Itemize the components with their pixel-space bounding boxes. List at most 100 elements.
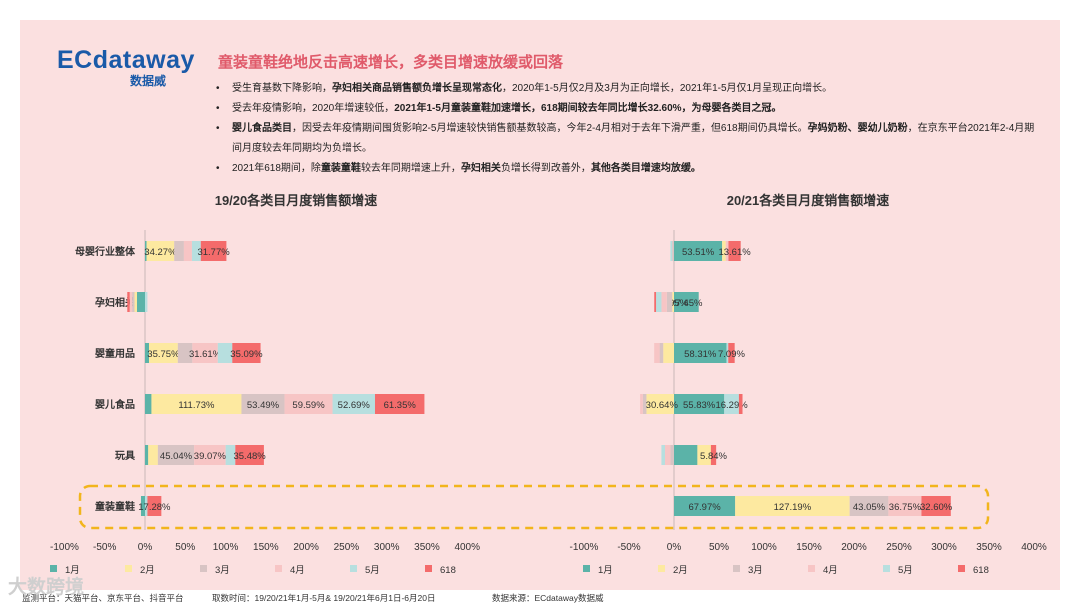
bar-segment: [200, 241, 227, 261]
bar-segment: [151, 394, 242, 414]
legend-label: 1月: [65, 565, 80, 576]
legend-label: 3月: [748, 565, 763, 576]
footer-source: 数据来源：ECdataway数据威: [492, 593, 604, 603]
legend-label: 1月: [598, 565, 613, 576]
logo-subtext: 数据威: [130, 74, 167, 88]
bullet-item: 受去年疫情影响，2020年增速较低，2021年1-5月童装童鞋加速增长，618期…: [214, 99, 1044, 119]
category-label: 童装童鞋: [95, 500, 135, 513]
legend-swatch: [125, 565, 132, 572]
bullet-text: 受生育基数下降影响，: [232, 83, 332, 94]
data-label: 36.75%: [889, 502, 922, 513]
bar-segment: [140, 496, 145, 516]
bar-segment: [129, 292, 133, 312]
category-label: 孕妇相关: [95, 296, 135, 309]
bar-segment: [663, 343, 674, 363]
x-tick-label: 100%: [213, 542, 239, 553]
footer-platform: 监测平台：天猫平台、京东平台、抖音平台: [22, 593, 184, 603]
x-tick-label: 0%: [138, 542, 153, 553]
bullet-text: 2021年1-5月童装童鞋加速增长，618期间较去年同比增长32.60%，为母婴…: [394, 103, 782, 114]
bar-segment: [726, 343, 729, 363]
category-label: 玩具: [115, 450, 135, 462]
bar-segment: [145, 394, 152, 414]
bullet-item: 婴儿食品类目，因受去年疫情期间囤货影响2-5月增速较快销售额基数较高，今年2-4…: [214, 119, 1044, 159]
bar-segment: [674, 343, 727, 363]
legend-label: 3月: [215, 565, 230, 576]
bar-segment: [235, 445, 264, 465]
bar-segment: [665, 445, 671, 465]
bar-segment: [670, 445, 674, 465]
bar-segment: [921, 496, 951, 516]
bar-segment: [735, 496, 850, 516]
bar-segment: [134, 292, 137, 312]
highlight-box: [78, 484, 990, 530]
bar-segment: [217, 343, 233, 363]
data-label: 58.31%: [684, 349, 717, 360]
x-tick-label: 250%: [886, 542, 912, 553]
data-label: 34.27%: [144, 247, 177, 258]
data-label: 13.61%: [718, 247, 751, 258]
bar-segment: [183, 241, 192, 261]
legend-swatch: [808, 565, 815, 572]
bar-segment: [722, 241, 726, 261]
x-tick-label: 350%: [414, 542, 440, 553]
legend-swatch: [50, 565, 57, 572]
x-tick-label: 50%: [709, 542, 729, 553]
bar-segment: [284, 394, 333, 414]
bar-segment: [659, 343, 664, 363]
legend-label: 5月: [898, 565, 913, 576]
bar-segment: [192, 343, 218, 363]
data-label: 53.49%: [247, 400, 280, 411]
legend-label: 618: [973, 565, 989, 576]
x-tick-label: 100%: [751, 542, 777, 553]
data-label: 52.69%: [338, 400, 371, 411]
bar-segment: [672, 292, 674, 312]
x-tick-label: -100%: [570, 542, 599, 553]
x-tick-label: 400%: [1021, 542, 1047, 553]
data-label: 35.48%: [233, 451, 266, 462]
data-label: 31.77%: [197, 247, 230, 258]
watermark: 大数跨境: [8, 577, 85, 598]
bullet-text: 童装童鞋: [320, 163, 361, 174]
legend-swatch: [958, 565, 965, 572]
x-tick-label: 50%: [175, 542, 195, 553]
bullet-list: 受生育基数下降影响，孕妇相关商品销售额负增长呈现常态化，2020年1-5月仅2月…: [214, 79, 1044, 179]
data-label: 7.09%: [718, 349, 745, 360]
bar-segment: [738, 394, 743, 414]
legend-swatch: [350, 565, 357, 572]
bar-segment: [710, 445, 717, 465]
legend-swatch: [658, 565, 665, 572]
chart-title: 19/20各类目月度销售额增速: [215, 193, 378, 208]
bar-segment: [666, 292, 673, 312]
data-label: 59.59%: [292, 400, 325, 411]
footer-time: 取数时间：19/20/21年1月-5月& 19/20/21年6月1日-6月20日: [212, 593, 436, 603]
bar-segment: [724, 394, 739, 414]
bar-segment: [849, 496, 889, 516]
x-tick-label: 300%: [374, 542, 400, 553]
data-label: 43.05%: [853, 502, 886, 513]
data-label: 111.73%: [178, 400, 215, 411]
legend-label: 4月: [290, 565, 305, 576]
data-label: 53.51%: [682, 247, 715, 258]
data-label: 32.60%: [920, 502, 953, 513]
x-tick-label: -50%: [617, 542, 640, 553]
data-label: -30.64%: [643, 400, 679, 411]
bullet-item: 2021年618期间，除童装童鞋较去年同期增速上升，孕妇相关负增长得到改善外，其…: [214, 159, 1044, 179]
x-tick-label: 200%: [293, 542, 319, 553]
bar-segment: [672, 241, 674, 261]
x-tick-label: 150%: [253, 542, 279, 553]
x-tick-label: -50%: [93, 542, 116, 553]
data-label: 31.61%: [189, 349, 222, 360]
bar-segment: [132, 292, 135, 312]
data-label: 67.97%: [688, 502, 721, 513]
bar-segment: [136, 292, 145, 312]
logo-text: ECdataway: [57, 46, 195, 74]
bar-segment: [697, 445, 711, 465]
bar-segment: [646, 394, 674, 414]
bullet-text: ，2020年1-5月仅2月及3月为正向增长，2021年1-5月仅1月呈现正向增长…: [502, 83, 833, 94]
bar-segment: [674, 394, 725, 414]
x-tick-label: 350%: [976, 542, 1002, 553]
bar-segment: [674, 241, 723, 261]
bar-segment: [725, 241, 729, 261]
bar-segment: [147, 496, 162, 516]
x-tick-label: 400%: [454, 542, 480, 553]
